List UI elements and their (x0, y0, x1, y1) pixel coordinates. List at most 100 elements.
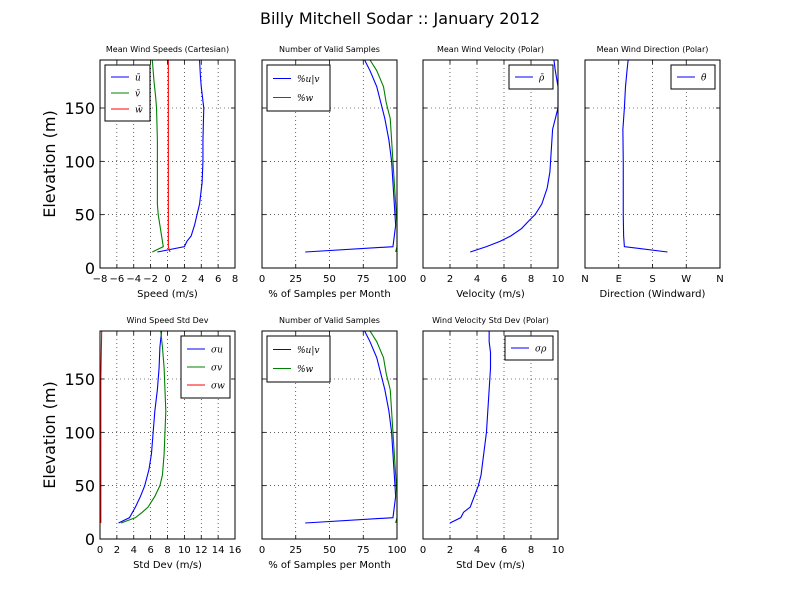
x-tick-label: 8 (232, 274, 238, 285)
x-tick-label: 2 (181, 274, 187, 285)
x-tick-label: 50 (323, 274, 336, 285)
chart-panel: 0 2 4 6 8 10 Wind Velocity Std Dev (Polar) Std … (420, 316, 565, 571)
x-tick-label: N (581, 274, 588, 285)
legend-label: %u|v (297, 346, 319, 356)
x-tick-label: 2 (114, 545, 120, 556)
x-tick-label: −8 (93, 274, 108, 285)
x-tick-label: 0 (420, 274, 426, 285)
x-tick-label: 25 (289, 545, 302, 556)
x-tick-label: 8 (164, 545, 170, 556)
x-tick-label: 12 (195, 545, 208, 556)
x-tick-label: 0 (97, 545, 103, 556)
legend-label: σu (211, 346, 223, 356)
x-tick-label: 0 (420, 545, 426, 556)
y-tick-label: 150 (64, 370, 95, 389)
x-tick-label: 4 (131, 545, 137, 556)
legend: ρ̄ (508, 64, 554, 90)
x-tick-label: N (716, 274, 723, 285)
legend: %u|v %w (266, 335, 331, 383)
x-tick-label: S (649, 274, 655, 285)
panel-title: Wind Velocity Std Dev (Polar) (432, 316, 549, 325)
legend-box (266, 335, 331, 383)
x-tick-label: 8 (528, 545, 534, 556)
legend: ū v̄ w̄ (104, 64, 151, 122)
legend-label: %u|v (297, 75, 319, 85)
legend-label: %w (297, 365, 314, 375)
y-tick-label: 100 (64, 423, 95, 442)
series-line (622, 59, 668, 253)
plot-frame (422, 330, 559, 540)
chart-panel: 0 2 4 6 8 10 Mean Wind Velocity (Polar) Velocit… (420, 45, 565, 300)
x-tick-label: 0 (259, 545, 265, 556)
x-tick-label: E (616, 274, 622, 285)
x-tick-label: −4 (126, 274, 141, 285)
x-tick-label: 100 (387, 545, 406, 556)
x-tick-label: 50 (323, 545, 336, 556)
series-line (369, 59, 398, 253)
series-line (369, 330, 398, 524)
y-tick-label: 100 (64, 152, 95, 171)
series-line (305, 330, 397, 524)
x-axis-label: Direction (Windward) (600, 289, 706, 300)
series-line (305, 59, 397, 253)
x-tick-label: 75 (357, 274, 370, 285)
panel-title: Mean Wind Speeds (Cartesian) (106, 45, 229, 54)
x-axis-label: Std Dev (m/s) (456, 560, 525, 571)
legend-label: ū (135, 74, 141, 84)
x-tick-label: 0 (164, 274, 170, 285)
legend-box (266, 64, 331, 112)
x-tick-label: W (681, 274, 691, 285)
y-axis-label: Elevation (m) (40, 110, 59, 217)
legend-label: θ̄ (701, 74, 707, 84)
x-tick-label: 6 (501, 274, 507, 285)
panel-title: Number of Valid Samples (279, 316, 380, 325)
legend-label: w̄ (135, 106, 143, 116)
legend: %u|v %w (266, 64, 331, 112)
x-tick-label: 6 (147, 545, 153, 556)
panel-title: Wind Speed Std Dev (127, 316, 209, 325)
y-tick-label: 150 (64, 99, 95, 118)
series-line (157, 59, 205, 253)
x-axis-label: Std Dev (m/s) (133, 560, 202, 571)
y-tick-label: 50 (75, 206, 95, 225)
series-line (449, 331, 492, 524)
series-line (100, 330, 103, 523)
x-axis-label: Speed (m/s) (137, 289, 198, 300)
x-tick-label: 10 (552, 274, 565, 285)
legend: θ̄ (670, 64, 716, 90)
chart-panel: 0 25 50 75 100 Number of Valid Samples % of Sa… (259, 316, 407, 571)
x-tick-label: −6 (110, 274, 125, 285)
legend-label: ρ̄ (538, 74, 545, 84)
x-tick-label: 10 (178, 545, 191, 556)
x-axis-label: % of Samples per Month (268, 560, 391, 571)
x-tick-label: 75 (357, 545, 370, 556)
legend-label: σρ (535, 345, 547, 355)
series-line (118, 330, 163, 524)
legend-label: σw (211, 382, 225, 392)
panel-title: Mean Wind Direction (Polar) (597, 45, 709, 54)
x-tick-label: 4 (474, 274, 480, 285)
panel-title: Mean Wind Velocity (Polar) (437, 45, 544, 54)
x-axis-label: % of Samples per Month (268, 289, 391, 300)
x-tick-label: 6 (501, 545, 507, 556)
panel-title: Number of Valid Samples (279, 45, 380, 54)
x-tick-label: 25 (289, 274, 302, 285)
legend-label: σv (211, 364, 222, 374)
y-tick-label: 0 (85, 259, 95, 278)
plot-frame (422, 59, 559, 269)
x-tick-label: −2 (143, 274, 158, 285)
series-line (120, 330, 167, 524)
x-tick-label: 4 (474, 545, 480, 556)
x-tick-label: 14 (212, 545, 225, 556)
x-axis-label: Velocity (m/s) (456, 289, 525, 300)
x-tick-label: 2 (447, 545, 453, 556)
x-tick-label: 8 (528, 274, 534, 285)
x-tick-label: 16 (229, 545, 242, 556)
x-tick-label: 0 (259, 274, 265, 285)
chart-panel: N E S W N Mean Wind Direction (Polar) Directio… (581, 45, 723, 300)
y-tick-label: 0 (85, 530, 95, 549)
x-tick-label: 100 (387, 274, 406, 285)
